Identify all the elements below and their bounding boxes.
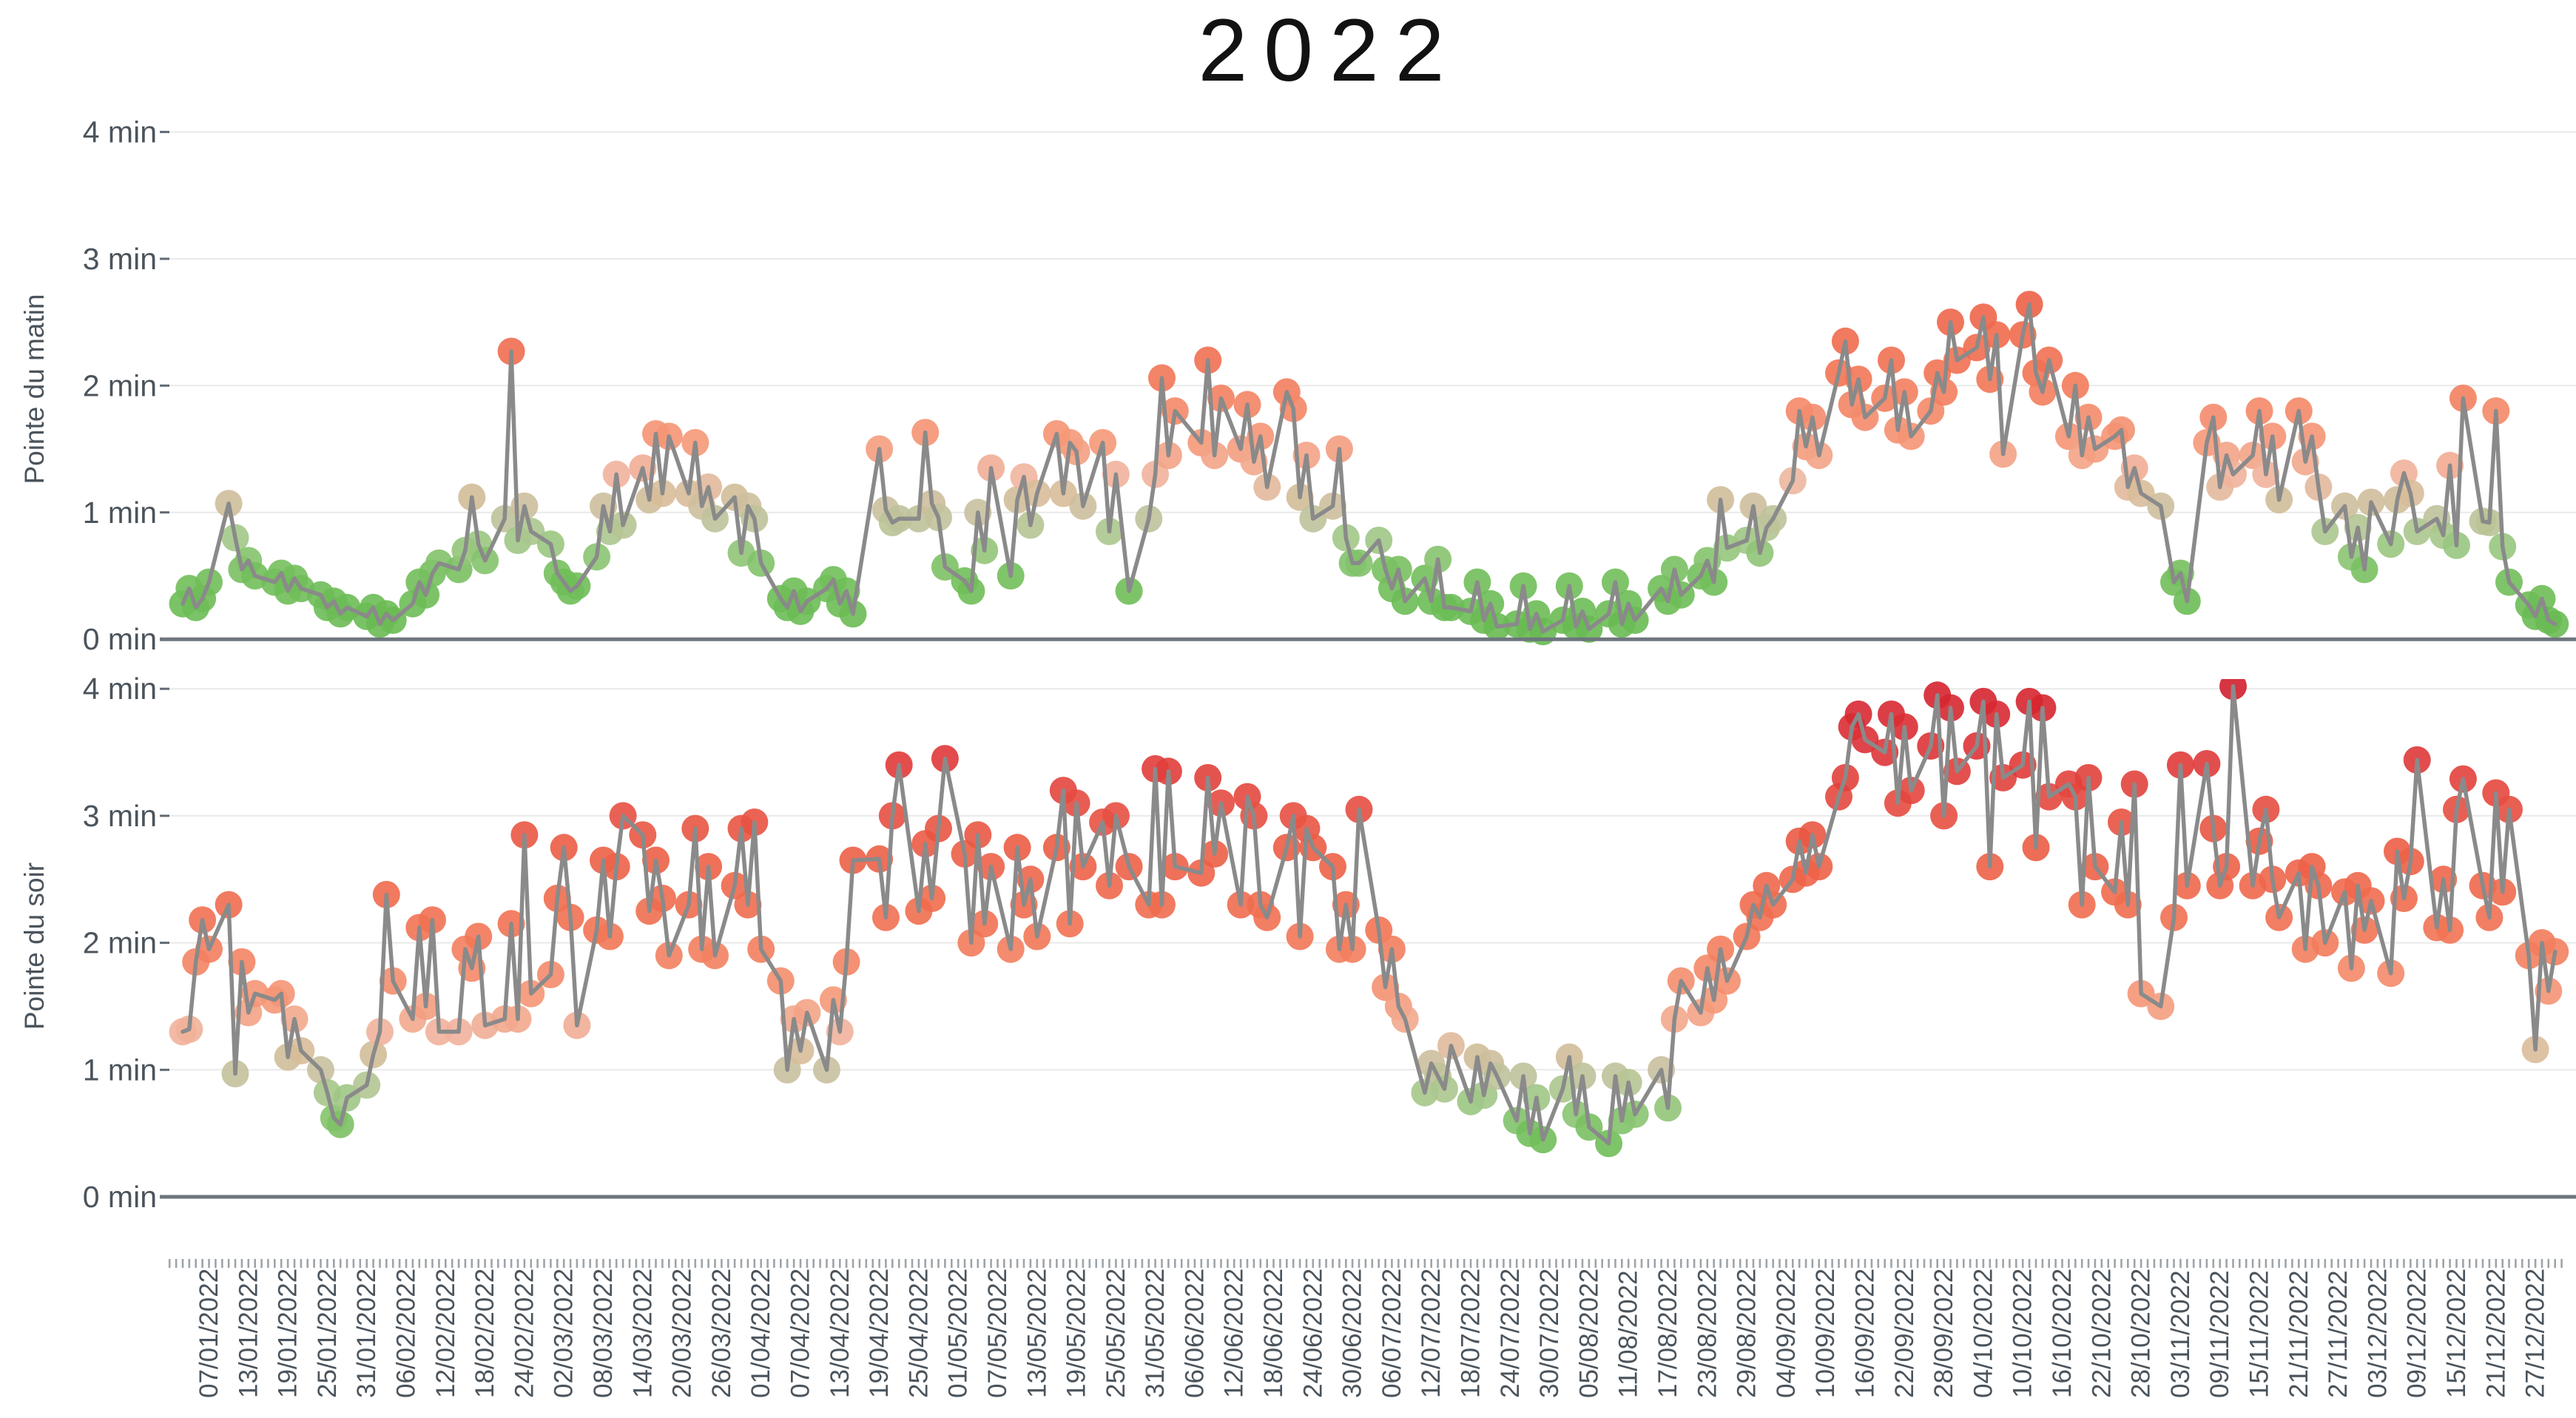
svg-text:06/07/2022: 06/07/2022	[1378, 1269, 1406, 1398]
svg-text:Pointe du matin: Pointe du matin	[19, 294, 50, 484]
svg-text:18/02/2022: 18/02/2022	[471, 1269, 499, 1398]
svg-text:10/10/2022: 10/10/2022	[2009, 1269, 2037, 1398]
svg-text:24/06/2022: 24/06/2022	[1298, 1269, 1327, 1398]
svg-text:10/09/2022: 10/09/2022	[1811, 1269, 1840, 1398]
svg-text:19/05/2022: 19/05/2022	[1062, 1269, 1091, 1398]
svg-text:18/07/2022: 18/07/2022	[1457, 1269, 1486, 1398]
svg-text:24/02/2022: 24/02/2022	[510, 1269, 539, 1398]
svg-text:27/11/2022: 27/11/2022	[2324, 1270, 2353, 1398]
svg-text:3 min: 3 min	[83, 799, 157, 833]
svg-text:31/05/2022: 31/05/2022	[1141, 1269, 1170, 1398]
svg-text:19/04/2022: 19/04/2022	[865, 1269, 894, 1398]
svg-text:31/01/2022: 31/01/2022	[352, 1269, 381, 1398]
svg-text:27/12/2022: 27/12/2022	[2521, 1269, 2550, 1398]
svg-text:30/07/2022: 30/07/2022	[1535, 1269, 1564, 1398]
svg-text:07/01/2022: 07/01/2022	[195, 1269, 223, 1398]
svg-text:22/09/2022: 22/09/2022	[1890, 1269, 1919, 1398]
svg-text:20/03/2022: 20/03/2022	[668, 1269, 697, 1398]
svg-text:14/03/2022: 14/03/2022	[628, 1269, 657, 1398]
svg-text:13/04/2022: 13/04/2022	[826, 1269, 854, 1398]
svg-text:25/01/2022: 25/01/2022	[313, 1269, 342, 1398]
svg-text:06/02/2022: 06/02/2022	[392, 1269, 421, 1398]
svg-text:25/05/2022: 25/05/2022	[1102, 1269, 1130, 1398]
svg-text:09/11/2022: 09/11/2022	[2205, 1270, 2234, 1398]
svg-text:0 min: 0 min	[83, 622, 157, 656]
svg-text:15/11/2022: 15/11/2022	[2245, 1270, 2274, 1398]
svg-text:4 min: 4 min	[83, 115, 157, 149]
svg-text:0 min: 0 min	[83, 1180, 157, 1214]
svg-text:12/02/2022: 12/02/2022	[431, 1269, 460, 1398]
svg-text:13/01/2022: 13/01/2022	[234, 1269, 263, 1398]
svg-text:30/06/2022: 30/06/2022	[1338, 1269, 1367, 1398]
svg-text:21/11/2022: 21/11/2022	[2285, 1270, 2313, 1398]
svg-text:1 min: 1 min	[83, 1053, 157, 1087]
svg-text:06/06/2022: 06/06/2022	[1180, 1269, 1209, 1398]
svg-text:07/04/2022: 07/04/2022	[786, 1269, 815, 1398]
svg-text:12/06/2022: 12/06/2022	[1220, 1269, 1249, 1398]
svg-text:3 min: 3 min	[83, 242, 157, 276]
svg-text:18/06/2022: 18/06/2022	[1259, 1269, 1288, 1398]
svg-text:03/11/2022: 03/11/2022	[2166, 1270, 2195, 1398]
svg-text:28/09/2022: 28/09/2022	[1929, 1269, 1958, 1398]
svg-text:26/03/2022: 26/03/2022	[707, 1269, 736, 1398]
svg-text:2022: 2022	[1198, 1, 1461, 100]
svg-text:04/09/2022: 04/09/2022	[1772, 1269, 1801, 1398]
svg-text:2 min: 2 min	[83, 926, 157, 960]
svg-text:Pointe du soir: Pointe du soir	[19, 862, 50, 1030]
svg-text:12/07/2022: 12/07/2022	[1417, 1269, 1446, 1398]
svg-text:03/12/2022: 03/12/2022	[2363, 1269, 2392, 1398]
svg-text:02/03/2022: 02/03/2022	[550, 1269, 579, 1398]
svg-text:19/01/2022: 19/01/2022	[274, 1269, 303, 1398]
svg-text:23/08/2022: 23/08/2022	[1693, 1269, 1722, 1398]
svg-text:05/08/2022: 05/08/2022	[1574, 1269, 1603, 1398]
svg-text:1 min: 1 min	[83, 496, 157, 530]
svg-text:09/12/2022: 09/12/2022	[2403, 1269, 2432, 1398]
svg-text:29/08/2022: 29/08/2022	[1733, 1269, 1761, 1398]
svg-text:2 min: 2 min	[83, 368, 157, 402]
svg-text:24/07/2022: 24/07/2022	[1496, 1269, 1525, 1398]
svg-text:28/10/2022: 28/10/2022	[2127, 1269, 2156, 1398]
svg-text:22/10/2022: 22/10/2022	[2087, 1269, 2116, 1398]
svg-text:25/04/2022: 25/04/2022	[904, 1269, 933, 1398]
svg-text:01/04/2022: 01/04/2022	[746, 1269, 775, 1398]
svg-text:4 min: 4 min	[83, 672, 157, 706]
svg-text:11/08/2022: 11/08/2022	[1614, 1270, 1643, 1398]
svg-text:16/09/2022: 16/09/2022	[1851, 1269, 1880, 1398]
svg-text:21/12/2022: 21/12/2022	[2481, 1269, 2510, 1398]
svg-text:16/10/2022: 16/10/2022	[2048, 1269, 2077, 1398]
svg-text:01/05/2022: 01/05/2022	[944, 1269, 973, 1398]
svg-text:08/03/2022: 08/03/2022	[589, 1269, 618, 1398]
svg-text:13/05/2022: 13/05/2022	[1022, 1269, 1051, 1398]
svg-text:04/10/2022: 04/10/2022	[1969, 1269, 1997, 1398]
svg-text:17/08/2022: 17/08/2022	[1653, 1269, 1682, 1398]
svg-text:15/12/2022: 15/12/2022	[2442, 1269, 2471, 1398]
svg-text:07/05/2022: 07/05/2022	[983, 1269, 1012, 1398]
